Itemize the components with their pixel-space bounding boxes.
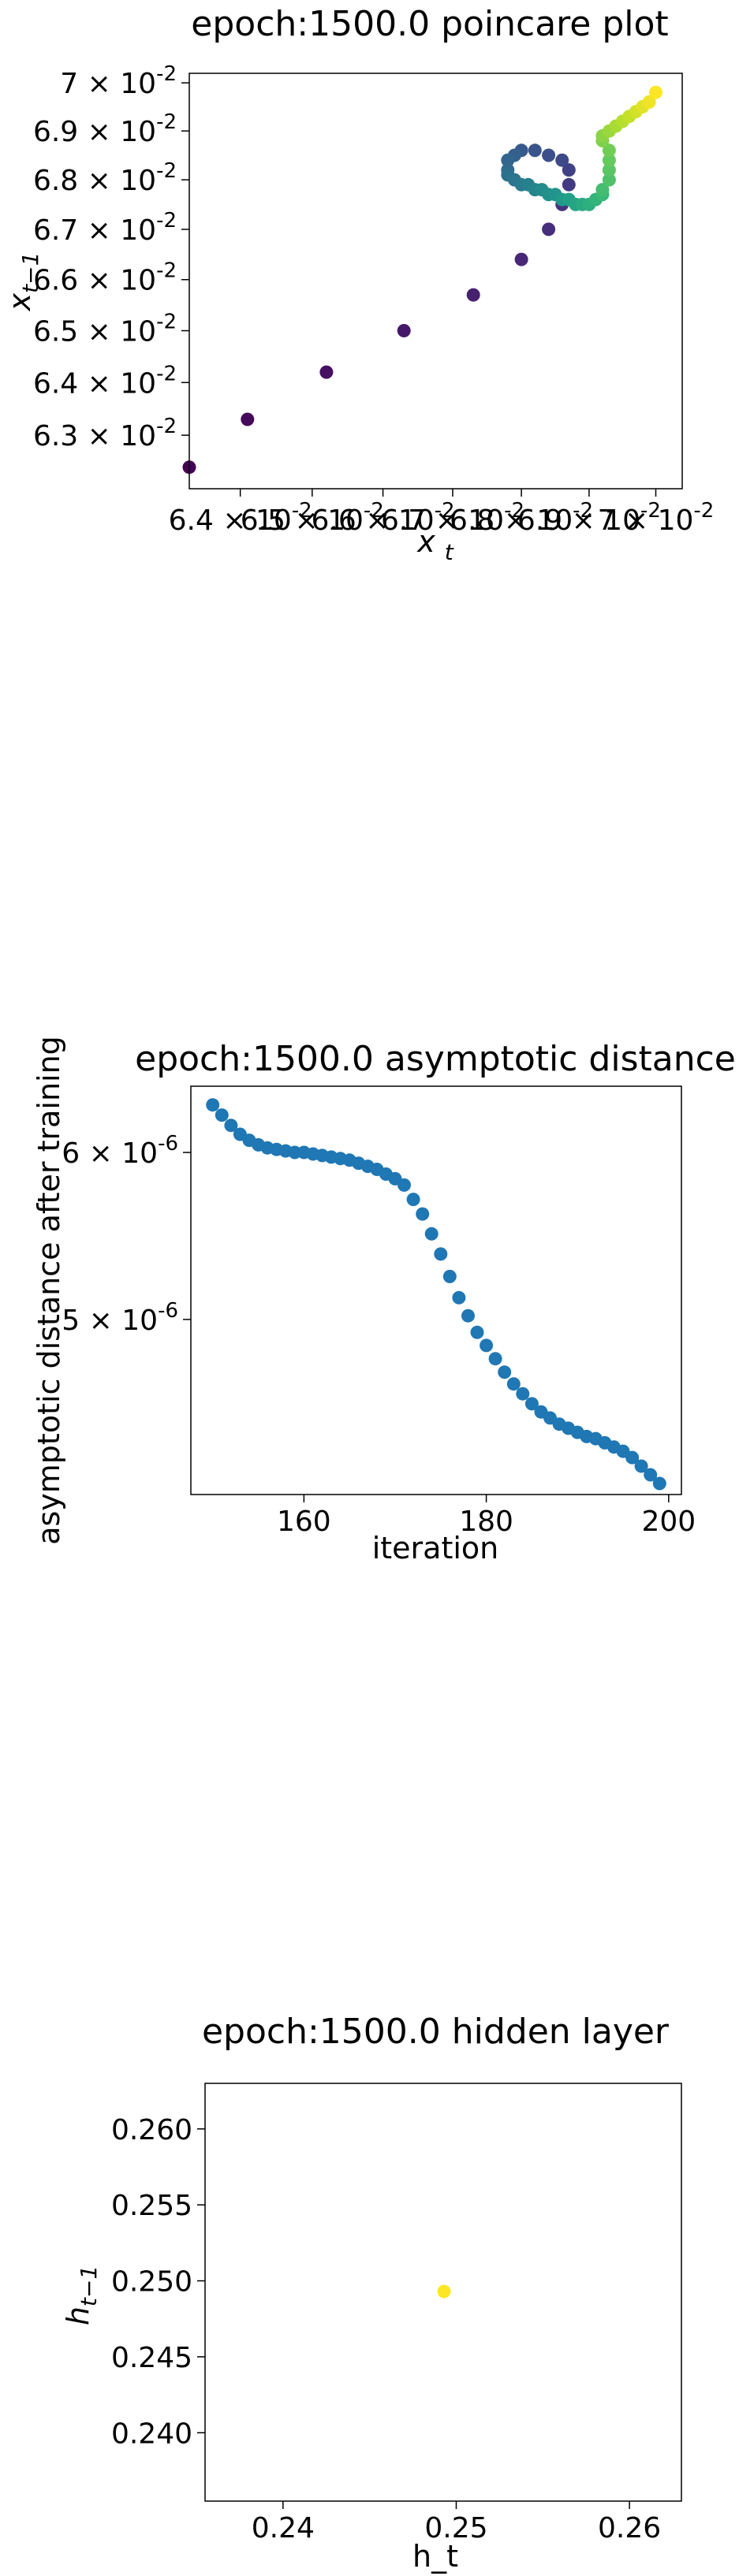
hidden-ylabel-text: ht−1 xyxy=(61,2265,102,2325)
asymptotic-point xyxy=(498,1365,512,1379)
poincare-point xyxy=(562,177,576,192)
poincare-xtick-label: 6.7 × 10-2 xyxy=(381,499,524,537)
hidden-ytick-label: 0.245 xyxy=(111,2342,192,2374)
asymptotic-ytick-label: 5 × 10-6 xyxy=(62,1299,178,1337)
asymptotic-point xyxy=(452,1290,466,1305)
poincare-ytick-label: 6.4 × 10-2 xyxy=(33,362,177,400)
poincare-ytick-label: 6.8 × 10-2 xyxy=(33,159,177,197)
poincare-xtick-label: 7 × 10-2 xyxy=(598,499,715,537)
asymptotic-point xyxy=(206,1098,220,1112)
poincare-point xyxy=(514,252,528,266)
hidden-ytick-label: 0.255 xyxy=(111,2190,192,2222)
poincare-point xyxy=(319,365,334,379)
poincare-point xyxy=(602,143,616,158)
asymptotic-point xyxy=(461,1308,475,1323)
poincare-xtick-label: 6.4 × 10-2 xyxy=(169,499,312,537)
asymptotic-point xyxy=(644,1468,658,1482)
hidden-point xyxy=(437,2284,451,2299)
asymptotic-point xyxy=(516,1387,530,1401)
asymptotic-point xyxy=(406,1193,420,1207)
asymptotic-xtick-label: 160 xyxy=(277,1506,331,1538)
hidden-ytick-label: 0.240 xyxy=(111,2418,192,2450)
hidden-xtick-label: 0.26 xyxy=(598,2512,661,2544)
poincare-point xyxy=(555,153,569,167)
poincare-point xyxy=(466,288,480,302)
poincare-point xyxy=(595,183,610,197)
asymptotic-distance-plot: epoch:1500.0 asymptotic distance 160 180 2… xyxy=(32,1036,736,1565)
poincare-xtick-label: 6.6 × 10-2 xyxy=(312,499,455,537)
asymptotic-distance-ylabel: asymptotic distance after training xyxy=(32,1036,66,1545)
asymptotic-point xyxy=(634,1459,648,1473)
poincare-ylabel-text: xt−1 xyxy=(2,252,43,312)
asymptotic-distance-frame xyxy=(190,1085,682,1495)
asymptotic-distance-title: epoch:1500.0 asymptotic distance xyxy=(135,1039,736,1079)
hidden-xtick-label: 0.24 xyxy=(252,2512,315,2544)
asymptotic-xtick-label: 200 xyxy=(641,1506,696,1538)
poincare-point xyxy=(649,85,662,99)
asymptotic-point xyxy=(224,1119,238,1133)
asymptotic-point xyxy=(470,1325,484,1339)
poincare-point xyxy=(562,163,576,177)
poincare-point xyxy=(642,95,656,109)
asymptotic-point xyxy=(442,1269,457,1283)
poincare-xtick-label: 6.9 × 10-2 xyxy=(517,499,661,537)
poincare-ytick-label: 7 × 10-2 xyxy=(60,62,177,100)
hidden-layer-title: epoch:1500.0 hidden layer xyxy=(202,2012,670,2052)
hidden-layer-ylabel: ht−1 xyxy=(61,2265,102,2325)
poincare-point xyxy=(501,153,515,167)
poincare-point xyxy=(528,143,542,158)
asymptotic-point xyxy=(480,1338,494,1353)
poincare-xtick-label: 6.8 × 10-2 xyxy=(450,499,593,537)
asymptotic-ytick-label: 6 × 10-6 xyxy=(62,1132,178,1170)
poincare-point xyxy=(241,412,255,426)
hidden-layer-xlabel: h_t xyxy=(412,2539,458,2574)
asymptotic-xtick-label: 180 xyxy=(459,1506,513,1538)
poincare-xtick-label: 6.5 × 10-2 xyxy=(241,499,384,537)
asymptotic-point xyxy=(488,1352,502,1366)
asymptotic-point xyxy=(625,1450,640,1465)
poincare-plot-ylabel: xt−1 xyxy=(2,252,43,312)
poincare-ytick-label: 6.6 × 10-2 xyxy=(33,259,177,297)
poincare-point xyxy=(542,148,556,162)
poincare-plot-title: epoch:1500.0 poincare plot xyxy=(191,4,668,44)
hidden-layer-plot: epoch:1500.0 hidden layer 0.24 0.25 0.26 0.… xyxy=(61,2012,682,2574)
poincare-ytick-label: 6.3 × 10-2 xyxy=(33,415,177,452)
poincare-point xyxy=(542,222,556,236)
poincare-ytick-label: 6.9 × 10-2 xyxy=(33,110,177,148)
hidden-xtick-label: 0.25 xyxy=(424,2512,487,2544)
poincare-point xyxy=(602,153,616,167)
poincare-ytick-label: 6.7 × 10-2 xyxy=(33,209,177,247)
poincare-plot-xlabel: x t xyxy=(416,524,454,565)
poincare-plot: epoch:1500.0 poincare plot 6.4 × 10-26.5… xyxy=(2,4,714,565)
asymptotic-point xyxy=(652,1476,666,1491)
asymptotic-distance-xlabel: iteration xyxy=(372,1531,499,1565)
asymptotic-point xyxy=(424,1227,439,1241)
hidden-ytick-label: 0.250 xyxy=(111,2266,192,2299)
asymptotic-point xyxy=(397,1178,411,1192)
poincare-point xyxy=(397,324,411,337)
asymptotic-point xyxy=(416,1207,430,1221)
poincare-plot-frame xyxy=(188,73,683,490)
asymptotic-point xyxy=(506,1377,521,1391)
asymptotic-point xyxy=(524,1397,539,1411)
asymptotic-point xyxy=(215,1108,229,1122)
asymptotic-point xyxy=(434,1247,448,1261)
poincare-ytick-label: 6.5 × 10-2 xyxy=(33,311,177,348)
hidden-ytick-label: 0.260 xyxy=(111,2114,192,2146)
hidden-layer-frame xyxy=(204,2083,682,2502)
poincare-point xyxy=(602,173,616,187)
poincare-point xyxy=(602,163,616,177)
